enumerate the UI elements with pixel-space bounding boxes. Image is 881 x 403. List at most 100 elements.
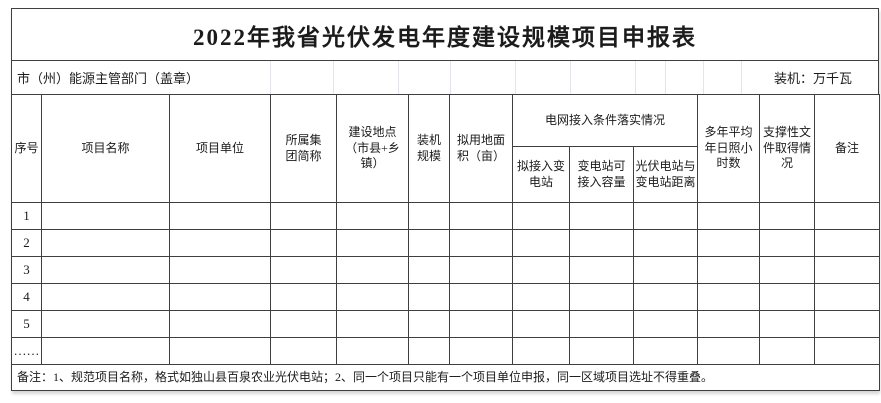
col-header-serial: 序号 — [11, 94, 42, 203]
empty-cell — [449, 256, 513, 284]
gridline — [270, 61, 271, 94]
empty-cell — [512, 229, 570, 257]
empty-cell — [814, 229, 881, 257]
empty-cell — [697, 229, 761, 257]
empty-cell — [449, 310, 513, 338]
table-row: 4 — [11, 283, 881, 311]
table-row: 5 — [11, 310, 881, 338]
empty-cell — [814, 310, 881, 338]
empty-cell — [270, 283, 337, 311]
col-header-grid-access-group: 电网接入条件落实情况 — [511, 94, 699, 147]
table-row: 2 — [11, 229, 881, 257]
col-header-project-name: 项目名称 — [41, 94, 170, 203]
empty-cell — [697, 337, 761, 365]
empty-cell — [632, 229, 699, 257]
col-header-installed-scale: 装机 规模 — [408, 94, 450, 203]
col-header-group-abbreviation: 所属集 团简称 — [270, 94, 337, 203]
form-title: 2022年我省光伏发电年度建设规模项目申报表 — [11, 8, 879, 60]
empty-cell — [512, 310, 570, 338]
empty-cell — [336, 283, 409, 311]
empty-cell — [169, 202, 271, 230]
row-serial: 2 — [11, 229, 42, 257]
row-serial: 5 — [11, 310, 42, 338]
gridline — [741, 61, 742, 94]
empty-cell — [408, 337, 450, 365]
application-table: 序号 项目名称 项目单位 所属集 团简称 建设地点 （市县+乡 镇） 装机 规模… — [10, 94, 881, 391]
empty-cell — [169, 256, 271, 284]
empty-cell — [632, 202, 699, 230]
empty-cell — [270, 229, 337, 257]
empty-cell — [512, 202, 570, 230]
empty-cell — [569, 256, 634, 284]
empty-cell — [569, 283, 634, 311]
empty-cell — [336, 310, 409, 338]
empty-cell — [569, 310, 634, 338]
empty-cell — [759, 202, 816, 230]
empty-cell — [814, 256, 881, 284]
empty-cell — [408, 202, 450, 230]
gridline — [570, 61, 571, 94]
empty-cell — [697, 202, 761, 230]
empty-cell — [449, 283, 513, 311]
empty-cell — [169, 283, 271, 311]
empty-cell — [512, 256, 570, 284]
empty-cell — [270, 310, 337, 338]
application-form: 2022年我省光伏发电年度建设规模项目申报表 市（州）能源主管部门（盖章） 装机… — [10, 8, 881, 391]
empty-cell — [41, 310, 170, 338]
gridline — [333, 61, 334, 94]
empty-cell — [449, 202, 513, 230]
empty-cell — [449, 337, 513, 365]
empty-cell — [569, 202, 634, 230]
empty-cell — [569, 229, 634, 257]
gridline — [450, 61, 451, 94]
empty-cell — [759, 229, 816, 257]
col-header-station-distance: 光伏电站与 变电站距离 — [632, 146, 699, 203]
empty-cell — [41, 337, 170, 365]
empty-cell — [814, 202, 881, 230]
gridline — [515, 61, 516, 94]
row-serial: 1 — [11, 202, 42, 230]
empty-cell — [408, 256, 450, 284]
empty-cell — [512, 337, 570, 365]
empty-cell — [759, 256, 816, 284]
empty-cell — [336, 337, 409, 365]
empty-cell — [697, 310, 761, 338]
footnote-text: 备注：1、规范项目名称，格式如独山县百泉农业光伏电站；2、同一个项目只能有一个项… — [10, 364, 881, 391]
footnote-row: 备注：1、规范项目名称，格式如独山县百泉农业光伏电站；2、同一个项目只能有一个项… — [10, 364, 881, 391]
table-row: 3 — [11, 256, 881, 284]
empty-cell — [408, 283, 450, 311]
empty-cell — [336, 202, 409, 230]
empty-cell — [336, 229, 409, 257]
empty-cell — [41, 256, 170, 284]
row-serial: …… — [11, 337, 42, 365]
empty-cell — [408, 310, 450, 338]
gridline — [635, 61, 636, 94]
empty-cell — [632, 283, 699, 311]
empty-cell — [632, 256, 699, 284]
info-bar: 市（州）能源主管部门（盖章） 装机：万千瓦 — [11, 60, 879, 94]
gridline — [665, 61, 666, 94]
empty-cell — [408, 229, 450, 257]
table-row: 1 — [11, 202, 881, 230]
col-header-proposed-substation: 拟接入变 电站 — [512, 146, 570, 203]
row-serial: 3 — [11, 256, 42, 284]
empty-cell — [270, 202, 337, 230]
col-header-remarks: 备注 — [814, 94, 881, 203]
empty-cell — [169, 337, 271, 365]
col-header-supporting-documents: 支撑性文 件取得情 况 — [759, 94, 816, 203]
empty-cell — [569, 337, 634, 365]
empty-cell — [270, 337, 337, 365]
empty-cell — [759, 337, 816, 365]
empty-cell — [512, 283, 570, 311]
empty-cell — [41, 229, 170, 257]
installed-capacity-unit-label: 装机：万千瓦 — [773, 71, 852, 86]
gridline — [703, 61, 704, 94]
col-header-sunshine-hours: 多年平均 年日照小 时数 — [697, 94, 761, 203]
col-header-project-unit: 项目单位 — [169, 94, 271, 203]
empty-cell — [449, 229, 513, 257]
empty-cell — [632, 337, 699, 365]
empty-cell — [336, 256, 409, 284]
col-header-construction-location: 建设地点 （市县+乡 镇） — [336, 94, 409, 203]
empty-cell — [814, 337, 881, 365]
